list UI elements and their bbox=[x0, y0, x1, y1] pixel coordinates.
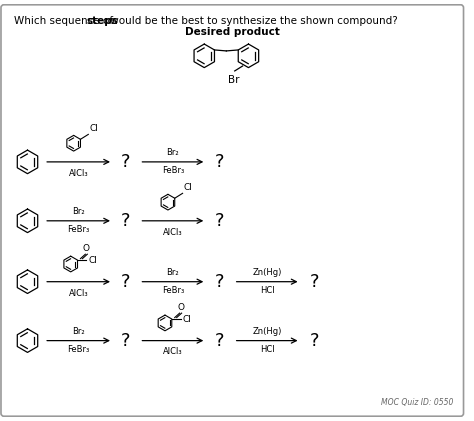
Text: Cl: Cl bbox=[89, 125, 98, 133]
Text: Zn(Hg): Zn(Hg) bbox=[253, 327, 282, 336]
Text: ?: ? bbox=[121, 273, 130, 290]
Text: AlCl₃: AlCl₃ bbox=[69, 288, 88, 298]
Text: steps: steps bbox=[86, 16, 118, 26]
Text: Br₂: Br₂ bbox=[72, 208, 85, 216]
Text: Cl: Cl bbox=[182, 314, 191, 323]
Text: O: O bbox=[177, 303, 184, 312]
Text: FeBr₃: FeBr₃ bbox=[162, 166, 184, 175]
Text: Br₂: Br₂ bbox=[166, 149, 179, 157]
Text: Desired product: Desired product bbox=[185, 27, 280, 37]
Text: MOC Quiz ID: 0550: MOC Quiz ID: 0550 bbox=[381, 398, 454, 408]
Text: AlCl₃: AlCl₃ bbox=[163, 228, 182, 237]
Text: ?: ? bbox=[121, 332, 130, 349]
Text: Which sequence of: Which sequence of bbox=[14, 16, 116, 26]
FancyBboxPatch shape bbox=[1, 5, 464, 416]
Text: AlCl₃: AlCl₃ bbox=[163, 347, 182, 357]
Text: Br₂: Br₂ bbox=[72, 327, 85, 336]
Text: ?: ? bbox=[215, 153, 225, 171]
Text: FeBr₃: FeBr₃ bbox=[67, 225, 90, 234]
Text: Br₂: Br₂ bbox=[166, 268, 179, 277]
Text: O: O bbox=[83, 244, 90, 253]
Text: ?: ? bbox=[310, 273, 319, 290]
Text: would be the best to synthesize the shown compound?: would be the best to synthesize the show… bbox=[107, 16, 398, 26]
Text: HCl: HCl bbox=[260, 345, 274, 354]
Text: FeBr₃: FeBr₃ bbox=[162, 286, 184, 295]
Text: ?: ? bbox=[121, 153, 130, 171]
Text: Cl: Cl bbox=[183, 183, 192, 192]
Text: Zn(Hg): Zn(Hg) bbox=[253, 268, 282, 277]
Text: FeBr₃: FeBr₃ bbox=[67, 345, 90, 354]
Text: Br: Br bbox=[228, 75, 239, 85]
Text: ?: ? bbox=[215, 332, 225, 349]
Text: ?: ? bbox=[310, 332, 319, 349]
Text: Cl: Cl bbox=[88, 256, 97, 264]
Text: AlCl₃: AlCl₃ bbox=[69, 169, 88, 178]
Text: HCl: HCl bbox=[260, 286, 274, 295]
Text: ?: ? bbox=[215, 273, 225, 290]
Text: ?: ? bbox=[121, 212, 130, 230]
Text: ?: ? bbox=[215, 212, 225, 230]
